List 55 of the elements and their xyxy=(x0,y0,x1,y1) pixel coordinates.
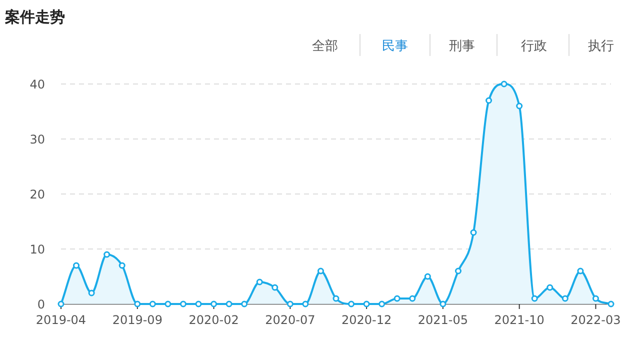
y-tick-label: 40 xyxy=(30,78,45,92)
point xyxy=(394,295,400,302)
x-tick-label: 2019-04 xyxy=(36,313,86,327)
y-tick-label: 10 xyxy=(30,242,45,256)
x-tick-label: 2019-09 xyxy=(112,313,162,327)
point xyxy=(104,251,110,258)
x-tick-label: 2020-07 xyxy=(265,313,316,327)
y-tick-label: 0 xyxy=(37,298,45,312)
point xyxy=(454,268,462,274)
x-tick-label: 2021-05 xyxy=(418,313,468,327)
x-tick-label: 2020-02 xyxy=(188,313,239,327)
point xyxy=(562,295,568,302)
point xyxy=(195,300,202,308)
point xyxy=(531,295,538,302)
point xyxy=(241,300,248,308)
point xyxy=(592,295,599,302)
chart-title: 案件走势 xyxy=(4,8,65,26)
point xyxy=(272,284,278,291)
point xyxy=(516,102,523,110)
point xyxy=(302,300,309,308)
point xyxy=(317,268,324,274)
point xyxy=(577,268,584,274)
x-tick-label: 2022-03 xyxy=(570,313,621,327)
point xyxy=(608,300,614,308)
point xyxy=(73,262,80,269)
point xyxy=(440,300,446,308)
point xyxy=(256,278,263,286)
text: 行政 xyxy=(521,39,547,54)
point xyxy=(332,295,340,302)
point xyxy=(226,300,232,308)
point xyxy=(500,80,508,88)
point xyxy=(286,300,294,308)
point xyxy=(134,300,141,308)
point xyxy=(470,229,477,236)
text: 刑事 xyxy=(449,39,475,54)
point xyxy=(363,300,370,308)
text: 全部 xyxy=(312,39,338,54)
point xyxy=(180,300,186,308)
text: 民事 xyxy=(382,39,408,54)
point xyxy=(88,290,95,296)
y-tick-label: 20 xyxy=(30,188,45,202)
y-tick-label: 30 xyxy=(30,132,45,146)
point xyxy=(409,295,416,302)
x-tick-label: 2020-12 xyxy=(341,313,392,327)
point xyxy=(210,300,218,308)
point xyxy=(118,262,126,269)
point xyxy=(486,97,492,104)
x-tick-label: 2021-10 xyxy=(494,313,544,327)
text: 执行 xyxy=(588,39,614,54)
point xyxy=(424,273,431,280)
point xyxy=(164,300,172,308)
point xyxy=(546,284,554,291)
point xyxy=(378,300,386,308)
point xyxy=(149,300,156,308)
point xyxy=(348,300,355,308)
